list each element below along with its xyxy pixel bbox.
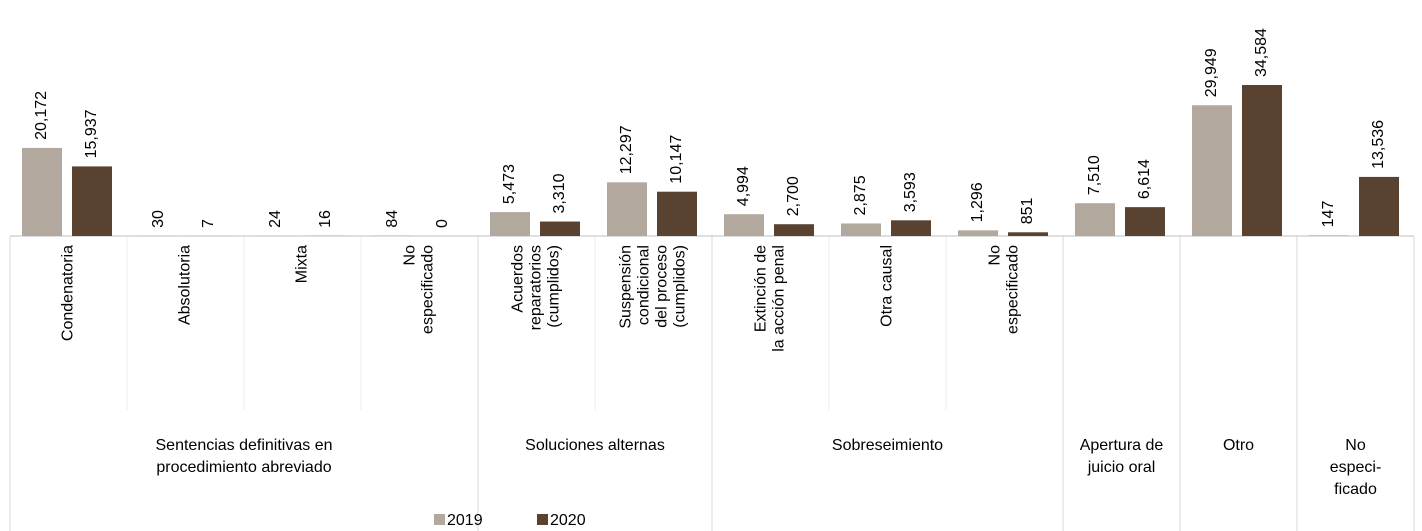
bar <box>72 166 112 236</box>
x-tick-label: Noespecificado <box>987 245 1022 334</box>
data-label: 6,614 <box>1136 159 1153 199</box>
data-label: 147 <box>1320 201 1337 228</box>
data-label: 4,994 <box>735 166 752 206</box>
bar <box>774 224 814 236</box>
data-label: 5,473 <box>501 164 518 204</box>
data-label: 20,172 <box>33 91 50 140</box>
data-label: 84 <box>384 210 401 228</box>
x-tick-label: Condenatoria <box>60 245 77 341</box>
group-label: Sentencias definitivas en procedimiento a… <box>156 437 333 476</box>
data-label: 24 <box>267 210 284 228</box>
group-label: No especi-ficado <box>1330 437 1382 498</box>
legend-swatch <box>537 514 548 525</box>
bar <box>1359 176 1399 236</box>
x-tick-label: Noespecificado <box>402 245 437 334</box>
legend-label: 2020 <box>550 512 586 529</box>
bar <box>1008 232 1048 236</box>
bar <box>657 191 697 236</box>
data-label: 7 <box>200 219 217 228</box>
legend-label: 2019 <box>447 512 483 529</box>
group-label: Otro <box>1223 437 1254 454</box>
bar <box>540 221 580 236</box>
data-label: 29,949 <box>1203 48 1220 97</box>
bar <box>1309 235 1349 236</box>
data-label: 34,584 <box>1253 28 1270 77</box>
x-tick-label: Otra causal <box>879 245 896 327</box>
x-tick-label: Extinción dela acción penal <box>753 245 788 352</box>
bar <box>724 214 764 236</box>
bar <box>841 223 881 236</box>
x-tick-label: Suspensióncondicionaldel proceso(cumplid… <box>618 245 689 329</box>
data-label: 851 <box>1019 197 1036 224</box>
data-label: 1,296 <box>969 182 986 222</box>
data-label: 15,937 <box>83 109 100 158</box>
data-label: 12,297 <box>618 125 635 174</box>
bar <box>891 220 931 236</box>
bar <box>958 230 998 236</box>
bar <box>607 182 647 236</box>
bar <box>1075 203 1115 236</box>
group-label: Apertura de juicio oral <box>1080 437 1164 476</box>
data-label: 3,310 <box>551 173 568 213</box>
data-label: 10,147 <box>668 135 685 184</box>
group-label: Soluciones alternas <box>525 437 665 454</box>
bar <box>490 212 530 236</box>
data-label: 13,536 <box>1370 120 1387 169</box>
bar <box>1192 105 1232 237</box>
bar <box>1125 207 1165 236</box>
data-label: 16 <box>317 210 334 228</box>
data-label: 2,875 <box>852 175 869 215</box>
data-label: 30 <box>150 210 167 228</box>
x-tick-label: Absolutoria <box>177 245 194 325</box>
legend-swatch <box>434 514 445 525</box>
group-label: Sobreseimiento <box>832 437 943 454</box>
x-tick-label: Acuerdosreparatorios(cumplidos) <box>510 245 563 330</box>
bar <box>22 147 62 236</box>
data-label: 3,593 <box>902 172 919 212</box>
data-label: 7,510 <box>1086 155 1103 195</box>
data-label: 0 <box>434 219 451 228</box>
bar <box>1242 85 1282 236</box>
data-label: 2,700 <box>785 176 802 216</box>
x-tick-label: Mixta <box>294 245 311 283</box>
